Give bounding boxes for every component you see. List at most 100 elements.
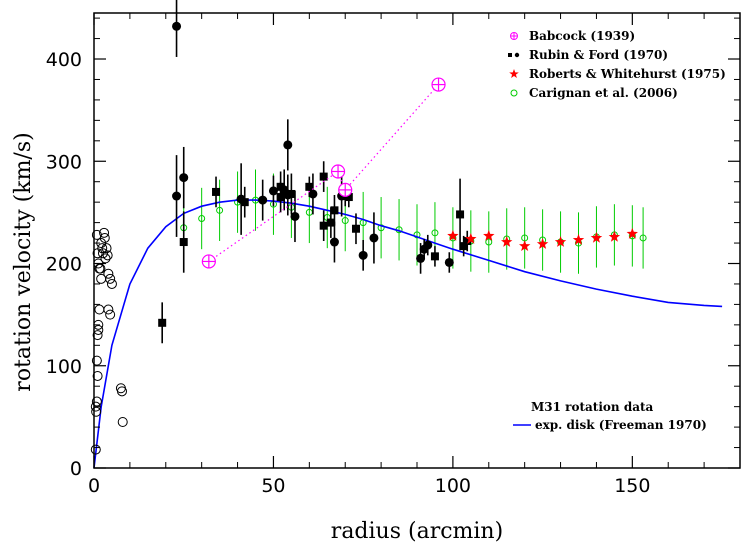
inner-open-point	[117, 416, 128, 427]
roberts-star	[483, 229, 495, 241]
roberts-star	[572, 234, 585, 245]
rubin-point	[326, 218, 335, 227]
inner-open-point	[91, 229, 102, 240]
carignan-point	[639, 234, 647, 242]
rubin-point	[358, 250, 368, 260]
rubin-point	[179, 238, 188, 247]
rubin-point	[290, 211, 300, 221]
inner-open-point	[92, 330, 103, 341]
rubin-point	[319, 221, 328, 230]
legend-bottom-title: M31 rotation data	[531, 400, 654, 414]
legend-label: Rubin & Ford (1970)	[529, 48, 668, 62]
inner-open-point	[101, 243, 112, 254]
rubin-point	[276, 193, 285, 202]
roberts-star	[608, 230, 621, 242]
inner-open-point	[103, 304, 114, 315]
inner-open-point	[105, 309, 116, 320]
roberts-star	[519, 240, 531, 251]
rubin-point	[240, 198, 249, 207]
rubin-point	[463, 237, 472, 246]
x-tick-label: 150	[614, 475, 650, 497]
rubin-point	[369, 233, 379, 243]
roberts-star	[465, 233, 477, 244]
rubin-point	[459, 242, 468, 251]
x-tick-label: 50	[261, 475, 285, 497]
y-tick-label: 400	[46, 49, 82, 71]
carignan-point	[198, 215, 206, 223]
rubin-point	[287, 189, 296, 198]
rubin-point	[456, 210, 465, 219]
carignan-point	[431, 229, 439, 237]
inner-open-point	[90, 401, 101, 412]
rubin-point	[212, 187, 221, 196]
carignan-point	[377, 224, 385, 232]
roberts-star	[447, 229, 459, 241]
legend-label: Roberts & Whitehurst (1975)	[529, 67, 726, 81]
carignan-point	[413, 231, 421, 239]
inner-open-point	[92, 370, 103, 381]
roberts-star	[554, 236, 567, 247]
inner-open-point	[105, 273, 116, 284]
rubin-point	[308, 189, 318, 199]
inner-open-point	[106, 278, 117, 289]
y-tick-label: 0	[70, 458, 82, 480]
rubin-point	[158, 318, 167, 327]
rubin-point	[351, 224, 360, 233]
rubin-point	[423, 240, 433, 250]
series-layer	[90, 0, 723, 469]
x-tick-label: 0	[88, 475, 100, 497]
inner-open-point	[116, 386, 127, 397]
inner-open-point	[90, 444, 101, 455]
inner-open-point	[103, 268, 114, 279]
rubin-point	[344, 193, 353, 202]
legend-marker-roberts	[509, 69, 519, 78]
legend-label: Babcock (1939)	[529, 29, 635, 43]
rubin-point	[268, 186, 278, 196]
roberts-star	[590, 231, 603, 243]
rubin-point	[179, 173, 189, 183]
y-axis-title: rotation velocity (km/s)	[11, 132, 36, 391]
inner-open-point	[100, 253, 111, 264]
carignan-point	[216, 206, 224, 214]
rubin-point	[319, 172, 328, 181]
rubin-point	[329, 237, 339, 247]
inner-open-point	[96, 273, 107, 284]
rubin-point	[330, 206, 339, 215]
rubin-point	[283, 140, 293, 150]
inner-open-point	[91, 406, 102, 417]
rubin-point	[172, 191, 182, 201]
x-axis-title: radius (arcmin)	[331, 519, 503, 544]
rubin-point	[305, 182, 314, 191]
inner-open-point	[91, 396, 102, 407]
roberts-star	[626, 227, 638, 239]
rubin-point	[416, 253, 426, 263]
axes: 0 50 100 150 0 100 200 300 400	[46, 12, 741, 497]
legend-marker-rubin-dot	[514, 52, 520, 58]
y-tick-label: 200	[46, 254, 82, 276]
legend-marker-rubin	[508, 53, 512, 57]
rubin-point	[258, 195, 268, 205]
inner-open-point	[102, 250, 113, 261]
y-tick-label: 300	[46, 151, 82, 173]
x-tick-label: 100	[435, 475, 471, 497]
inner-open-point	[99, 227, 110, 238]
legend: Babcock (1939) Rubin & Ford (1970) Roberts…	[508, 29, 726, 432]
rubin-point	[444, 257, 454, 267]
legend-label: Carignan et al. (2006)	[529, 86, 678, 100]
babcock-line	[208, 84, 439, 262]
carignan-point	[485, 238, 493, 246]
rubin-point	[172, 21, 182, 31]
rubin-point	[430, 252, 439, 261]
inner-open-point	[92, 248, 103, 259]
carignan-point	[341, 217, 349, 225]
inner-open-point	[94, 304, 105, 315]
y-tick-label: 100	[46, 356, 82, 378]
legend-label-freeman: exp. disk (Freeman 1970)	[535, 418, 707, 432]
inner-open-point	[97, 248, 108, 259]
roberts-star	[536, 238, 549, 249]
legend-marker-carignan	[510, 89, 518, 97]
inner-open-point	[94, 263, 105, 274]
inner-open-point	[91, 355, 102, 366]
roberts-star	[501, 236, 513, 247]
